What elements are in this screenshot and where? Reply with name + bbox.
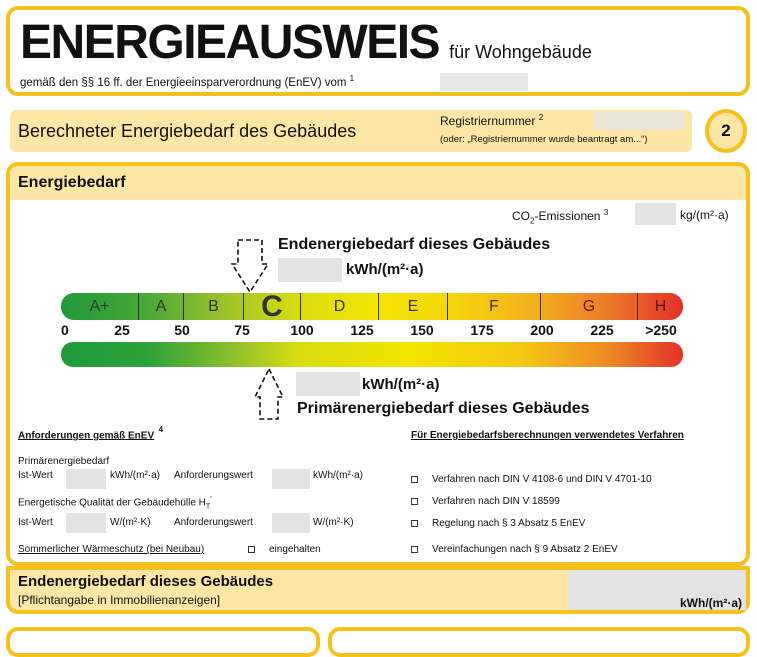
co2-field[interactable] [635, 203, 676, 225]
footnote-2: 2 [538, 113, 544, 122]
anf-label: Anforderungswert [174, 517, 253, 528]
final-energy-field[interactable] [568, 570, 746, 610]
scale-tick-label: 200 [530, 322, 554, 338]
primary-energy-req-label: Primärenergiebedarf [18, 456, 110, 467]
checkbox[interactable] [411, 475, 418, 483]
envelope-quality-label: Energetische Qualität der Gebäudehülle H… [18, 496, 212, 511]
final-energy-bar: Endenergiebedarf dieses Gebäudes [Pflich… [6, 566, 750, 614]
section-bar: Berechneter Energiebedarf des Gebäudes R… [10, 110, 692, 152]
energy-class-scale: A+ A B C D E F G H [61, 293, 683, 320]
co2-unit: kg/(m²·a) [680, 208, 729, 222]
legal-text: gemäß den §§ 16 ff. der Energieeinsparve… [20, 76, 347, 89]
requirements-heading: Anforderungen gemäß EnEV [18, 430, 155, 442]
energy-class-C: C [243, 293, 300, 320]
anf-label: Anforderungswert [174, 470, 253, 481]
registration-number-field[interactable] [594, 112, 684, 130]
primary-ist-field[interactable] [66, 469, 106, 489]
method-checkbox-item[interactable]: Verfahren nach DIN V 18599 [411, 496, 560, 507]
scale-tick-label: 125 [350, 322, 374, 338]
end-energy-label: Endenergiebedarf dieses Gebäudes [278, 236, 551, 253]
unit-label: W/(m²·K) [313, 517, 354, 528]
energy-class-E: E [378, 293, 447, 320]
energy-heading: Energiebedarf [18, 174, 126, 191]
energy-class-F: F [447, 293, 540, 320]
primary-energy-unit: kWh/(m²·a) [362, 376, 440, 393]
checkbox[interactable] [411, 545, 418, 553]
co2-label: CO2-Emissionen 3 [512, 208, 609, 226]
checkbox[interactable] [411, 519, 418, 527]
date-field[interactable] [440, 73, 528, 91]
scale-tick-label: 75 [234, 322, 250, 338]
scale-tick-label: 225 [590, 322, 614, 338]
method-label: Verfahren nach DIN V 18599 [432, 496, 560, 507]
primary-energy-gradient-bar [61, 342, 683, 367]
scale-tick-label: 25 [114, 322, 130, 338]
document-title: ENERGIEAUSWEIS [20, 16, 441, 69]
end-energy-unit: kWh/(m²·a) [346, 261, 424, 278]
final-energy-title: Endenergiebedarf dieses Gebäudes [18, 573, 274, 590]
method-label: Regelung nach § 3 Absatz 5 EnEV [432, 518, 586, 529]
reg-note: (oder: „Registriernummer wurde beantragt… [440, 134, 648, 145]
reg-label: Registriernummer [440, 114, 536, 128]
energy-class-G: G [540, 293, 637, 320]
section-title: Berechneter Energiebedarf des Gebäudes [18, 121, 357, 141]
energy-class-B: B [183, 293, 243, 320]
primary-anf-field[interactable] [272, 469, 310, 489]
scale-tick-label: 50 [174, 322, 190, 338]
next-box-left [6, 627, 320, 657]
scale-tick-label: 0 [61, 322, 69, 338]
method-checkbox-item[interactable]: Regelung nach § 3 Absatz 5 EnEV [411, 518, 585, 529]
footnote-1: 1 [349, 74, 355, 83]
end-energy-field[interactable] [278, 258, 342, 282]
unit-label: W/(m²·K) [110, 517, 151, 528]
energy-class-A: A [138, 293, 183, 320]
end-energy-arrow-icon [230, 239, 270, 294]
envelope-ist-field[interactable] [66, 513, 106, 533]
primary-energy-arrow-icon [253, 367, 285, 420]
method-checkbox-item[interactable]: Verfahren nach DIN V 4108-6 und DIN V 47… [411, 474, 652, 485]
scale-tick-label: >250 [645, 322, 677, 338]
primary-energy-label: Primärenergiebedarf dieses Gebäudes [297, 400, 590, 417]
scale-tick-label: 100 [290, 322, 314, 338]
summer-checkbox[interactable]: eingehalten [248, 544, 321, 555]
checkbox[interactable] [411, 497, 418, 505]
method-label: Vereinfachungen nach § 9 Absatz 2 EnEV [432, 544, 618, 555]
method-checkbox-item[interactable]: Vereinfachungen nach § 9 Absatz 2 EnEV [411, 544, 618, 555]
summer-protection-label: Sommerlicher Wärmeschutz (bei Neubau) [18, 544, 205, 555]
final-energy-note: [Pflichtangabe in Immobilienanzeigen] [18, 593, 221, 607]
energy-class-Aplus: A+ [89, 298, 110, 315]
energy-class-D: D [300, 293, 378, 320]
document-subtitle: für Wohngebäude [449, 42, 592, 62]
unit-label: kWh/(m²·a) [110, 470, 160, 481]
scale-tick-label: 150 [410, 322, 434, 338]
final-energy-unit: kWh/(m²·a) [680, 596, 742, 610]
method-label: Verfahren nach DIN V 4108-6 und DIN V 47… [432, 474, 652, 485]
next-box-right [328, 627, 750, 657]
methods-heading: Für Energiebedarfsberechnungen verwendet… [411, 430, 684, 441]
header-box: ENERGIEAUSWEIS für Wohngebäude gemäß den… [6, 6, 750, 96]
primary-energy-field[interactable] [296, 372, 360, 396]
page-number-badge: 2 [705, 109, 747, 153]
energy-heading-bar: Energiebedarf [10, 166, 746, 200]
energy-class-H: H [637, 293, 683, 320]
ist-label: Ist-Wert [18, 470, 53, 481]
envelope-anf-field[interactable] [272, 513, 310, 533]
unit-label: kWh/(m²·a) [313, 470, 363, 481]
ist-label: Ist-Wert [18, 517, 53, 528]
scale-tick-label: 175 [470, 322, 494, 338]
